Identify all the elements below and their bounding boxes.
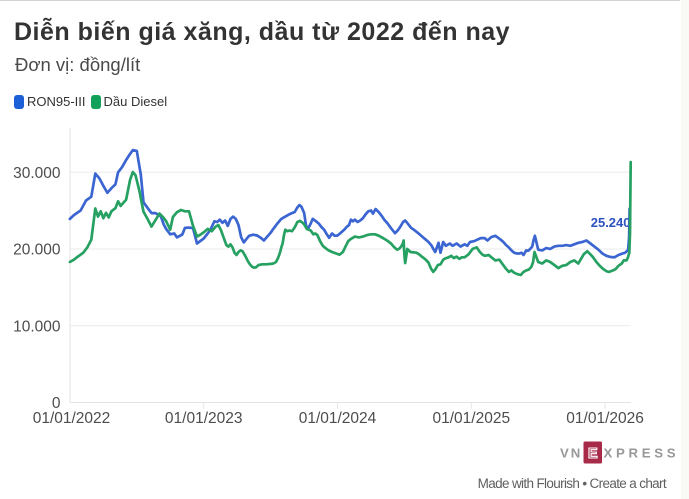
svg-text:01/01/2026: 01/01/2026 (566, 410, 644, 427)
svg-text:01/01/2022: 01/01/2022 (33, 410, 111, 427)
svg-text:0: 0 (52, 395, 61, 412)
svg-text:01/01/2024: 01/01/2024 (299, 410, 377, 427)
svg-text:25.240: 25.240 (591, 215, 631, 230)
svg-text:XPRESS: XPRESS (604, 446, 676, 461)
svg-text:20.000: 20.000 (13, 242, 61, 259)
svg-text:01/01/2025: 01/01/2025 (433, 410, 511, 427)
svg-text:30.000: 30.000 (13, 165, 61, 182)
svg-text:E: E (588, 446, 598, 462)
svg-text:10.000: 10.000 (13, 318, 61, 335)
svg-text:VN: VN (560, 446, 582, 461)
svg-text:01/01/2023: 01/01/2023 (165, 410, 243, 427)
